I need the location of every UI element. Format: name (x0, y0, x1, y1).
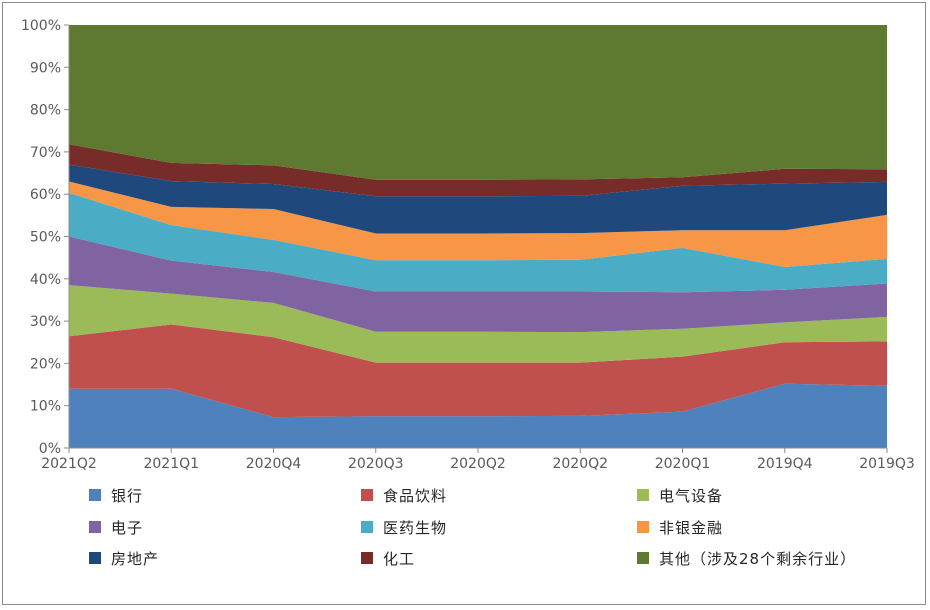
y-tick-label: 80% (30, 103, 61, 119)
y-axis-ticks: 0% 10% 20% 30% 40% 50% 60% 70% 80% 90% 100% (21, 18, 69, 457)
legend-swatch (361, 552, 373, 564)
legend-swatch (361, 489, 373, 501)
series-area-8 (69, 25, 887, 180)
y-tick-label: 40% (30, 272, 61, 288)
legend-item-8: 其他（涉及28个剩余行业） (637, 550, 856, 568)
legend-label: 房地产 (111, 550, 159, 568)
legend-swatch (637, 489, 649, 501)
legend-swatch (89, 552, 101, 564)
series-areas (69, 25, 887, 448)
x-tick-label: 2020Q3 (348, 456, 404, 472)
legend-item-4: 医药生物 (361, 519, 447, 537)
y-tick-label: 10% (30, 399, 61, 415)
y-tick-label: 100% (21, 18, 61, 34)
x-tick-label: 2021Q2 (41, 456, 97, 472)
legend-label: 化工 (383, 550, 415, 568)
legend-item-5: 非银金融 (637, 519, 723, 537)
legend-swatch (637, 552, 649, 564)
y-tick-label: 50% (30, 230, 61, 246)
legend-item-2: 电气设备 (637, 487, 723, 505)
legend-label: 电气设备 (659, 487, 723, 505)
legend-item-1: 食品饮料 (361, 487, 447, 505)
legend-item-7: 化工 (361, 550, 415, 568)
legend-swatch (89, 521, 101, 533)
stacked-area-chart: 0% 10% 20% 30% 40% 50% 60% 70% 80% 90% 100% 2021Q2… (21, 18, 915, 568)
legend-label: 银行 (111, 487, 143, 505)
x-tick-label: 2019Q4 (757, 456, 813, 472)
y-tick-label: 60% (30, 187, 61, 203)
legend-swatch (89, 489, 101, 501)
legend-item-3: 电子 (89, 519, 143, 537)
legend-swatch (637, 521, 649, 533)
y-tick-label: 0% (39, 441, 61, 457)
x-tick-label: 2020Q2 (552, 456, 608, 472)
series-area-3 (69, 236, 887, 333)
legend-label: 医药生物 (383, 519, 447, 537)
legend-label: 食品饮料 (383, 487, 447, 505)
legend-label: 非银金融 (659, 519, 723, 537)
legend-label: 其他（涉及28个剩余行业） (659, 550, 856, 568)
series-area-5 (69, 181, 887, 267)
x-tick-label: 2020Q2 (450, 456, 506, 472)
legend-item-0: 银行 (89, 487, 143, 505)
series-area-4 (69, 192, 887, 293)
series-area-2 (69, 285, 887, 363)
y-tick-label: 20% (30, 356, 61, 372)
series-area-0 (69, 383, 887, 448)
y-tick-label: 30% (30, 314, 61, 330)
x-tick-label: 2019Q3 (859, 456, 915, 472)
legend-item-6: 房地产 (89, 550, 159, 568)
x-tick-label: 2020Q1 (655, 456, 711, 472)
series-area-7 (69, 144, 887, 197)
x-tick-label: 2021Q1 (143, 456, 199, 472)
y-tick-label: 70% (30, 145, 61, 161)
series-area-6 (69, 164, 887, 234)
x-tick-label: 2020Q4 (246, 456, 302, 472)
x-axis-ticks: 2021Q2 2021Q1 2020Q4 2020Q3 2020Q2 2020Q2 2020… (41, 448, 915, 472)
y-tick-label: 90% (30, 60, 61, 76)
legend-label: 电子 (111, 519, 143, 537)
series-area-1 (69, 324, 887, 418)
legend-swatch (361, 521, 373, 533)
